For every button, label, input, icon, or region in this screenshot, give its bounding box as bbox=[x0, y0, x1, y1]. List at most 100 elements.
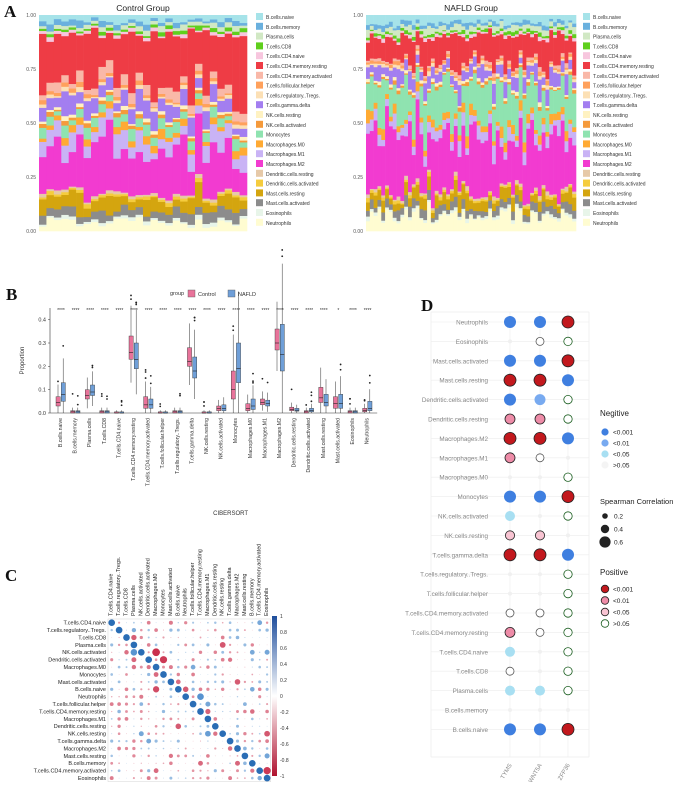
stack-segment-B.cells.naive bbox=[492, 15, 497, 22]
stack-segment-T.cells.CD4.memory.resting bbox=[187, 28, 196, 106]
stack-segment-Dendritic.cells.resting bbox=[549, 194, 554, 198]
stack-segment-T.cells.CD4.naive bbox=[400, 30, 405, 33]
corr-diagonal bbox=[137, 648, 145, 656]
stack-segment-B.cells.memory bbox=[128, 19, 136, 23]
corr-cell bbox=[259, 711, 261, 712]
stack-segment-NK.cells.activated bbox=[83, 123, 92, 128]
stack-segment-Mast.cells.resting bbox=[135, 199, 144, 208]
stack-segment-B.cells.memory bbox=[381, 25, 386, 33]
stack-segment-NK.cells.activated bbox=[415, 64, 420, 67]
panel-c-row-label-Dendritic.cells.resting: Dendritic.cells.resting bbox=[54, 724, 106, 730]
corr-cell bbox=[147, 747, 150, 750]
stack-segment-NK.cells.resting bbox=[457, 105, 462, 108]
stack-segment-T.cells.CD8 bbox=[195, 25, 203, 31]
corr-cell bbox=[109, 776, 114, 781]
stack-segment-T.cells.CD4.memory.activated bbox=[128, 92, 136, 104]
stack-segment-Mast.cells.activated bbox=[526, 216, 531, 223]
stack-segment-T.cells.CD4.memory.resting bbox=[430, 40, 436, 59]
corr-cell bbox=[244, 622, 246, 624]
stack-segment-T.cells.CD4.memory.activated bbox=[143, 84, 151, 96]
corr-cell bbox=[163, 755, 164, 757]
outlier-point-Mast.cells.activated bbox=[339, 363, 342, 366]
stack-segment-Macrophages.M2 bbox=[165, 157, 174, 201]
stack-segment-T.cells.follicular.helper bbox=[98, 78, 107, 83]
stack-segment-Mast.cells.resting bbox=[128, 201, 136, 211]
stack-segment-Mast.cells.activated bbox=[511, 211, 516, 221]
stack-segment-T.cells.CD4.memory.activated bbox=[404, 53, 409, 56]
legend-swatch-Monocytes bbox=[583, 130, 590, 138]
stack-segment-T.cells.CD8 bbox=[465, 34, 470, 39]
box-nafld-Neutrophils bbox=[367, 401, 373, 411]
corr-cell bbox=[170, 740, 172, 742]
corr-cell bbox=[147, 688, 150, 691]
stack-segment-T.cells.regulatory..Tregs. bbox=[202, 107, 211, 112]
stack-segment-B.cells.memory bbox=[83, 22, 92, 25]
stack-segment-T.cells.CD4.memory.resting bbox=[120, 33, 129, 75]
panel-c-letter: C bbox=[5, 566, 18, 585]
stack-segment-T.cells.CD8 bbox=[499, 28, 504, 31]
stack-segment-B.cells.memory bbox=[427, 22, 432, 26]
stack-segment-Mast.cells.resting bbox=[518, 189, 523, 202]
stack-segment-T.cells.CD4.naive bbox=[120, 31, 129, 35]
stack-segment-T.cells.gamma.delta bbox=[530, 65, 535, 72]
stack-segment-T.cells.CD4.memory.resting bbox=[172, 36, 181, 92]
stack-segment-Mast.cells.resting bbox=[572, 197, 577, 211]
stack-segment-T.cells.CD4.memory.resting bbox=[446, 37, 451, 51]
stack-segment-Macrophages.M0 bbox=[366, 109, 371, 124]
stack-segment-T.cells.CD8 bbox=[507, 30, 512, 35]
stack-segment-Dendritic.cells.resting bbox=[239, 195, 248, 198]
stack-segment-T.cells.CD8 bbox=[76, 31, 84, 34]
stack-segment-Neutrophils bbox=[385, 208, 390, 232]
stack-segment-B.cells.memory bbox=[135, 21, 144, 27]
stack-segment-NK.cells.resting bbox=[522, 93, 527, 96]
corr-cell bbox=[124, 717, 129, 721]
stack-segment-T.cells.gamma.delta bbox=[157, 98, 166, 112]
panel-d-dot-B.cells.naive bbox=[534, 723, 546, 736]
corr-cell bbox=[243, 769, 247, 772]
stack-segment-Dendritic.cells.resting bbox=[53, 190, 62, 195]
panel-b-y-tick: 0.2 bbox=[38, 364, 46, 370]
stack-segment-Monocytes bbox=[530, 74, 535, 108]
stack-segment-Macrophages.M2 bbox=[423, 166, 428, 194]
corr-cell bbox=[124, 746, 129, 751]
stack-segment-NK.cells.resting bbox=[143, 118, 151, 123]
corr-cell bbox=[198, 687, 203, 692]
stack-segment-Plasma.cells bbox=[76, 27, 84, 32]
stack-segment-T.cells.CD8 bbox=[423, 36, 428, 39]
stack-segment-T.cells.CD4.memory.activated bbox=[91, 88, 99, 96]
corr-cell bbox=[185, 651, 187, 653]
stack-segment-Macrophages.M2 bbox=[453, 125, 458, 172]
stack-segment-NK.cells.resting bbox=[568, 68, 573, 72]
stack-segment-T.cells.CD4.naive bbox=[76, 33, 84, 36]
stack-segment-T.cells.CD8 bbox=[61, 29, 70, 33]
stack-segment-T.cells.CD4.naive bbox=[135, 33, 144, 36]
stack-segment-Macrophages.M0 bbox=[91, 126, 99, 133]
corr-cell bbox=[200, 718, 201, 720]
stack-segment-T.cells.CD8 bbox=[83, 28, 92, 31]
stack-segment-Dendritic.cells.resting bbox=[507, 181, 512, 184]
stack-segment-T.cells.CD8 bbox=[446, 32, 451, 36]
corr-cell bbox=[111, 651, 113, 653]
panel-d-dot-B.cells.naive bbox=[504, 723, 516, 736]
stack-segment-NK.cells.activated bbox=[209, 104, 218, 107]
stack-segment-Macrophages.M0 bbox=[442, 112, 447, 121]
stack-segment-B.cells.memory bbox=[377, 24, 382, 29]
stack-segment-B.cells.memory bbox=[492, 20, 497, 27]
panel-b-y-label: Proportion bbox=[20, 347, 26, 375]
corr-cell bbox=[191, 776, 195, 780]
corr-cell bbox=[265, 673, 269, 676]
stack-segment-Eosinophils bbox=[545, 210, 550, 215]
stack-segment-T.cells.CD4.memory.activated bbox=[369, 58, 374, 61]
corr-cell bbox=[139, 769, 143, 773]
stack-segment-Macrophages.M0 bbox=[507, 119, 512, 128]
panel-b-significance-NK.cells.activated: **** bbox=[218, 308, 226, 314]
stack-segment-Eosinophils bbox=[369, 208, 374, 212]
corr-cell bbox=[235, 732, 240, 736]
stack-segment-Dendritic.cells.resting bbox=[503, 184, 508, 187]
stack-segment-T.cells.follicular.helper bbox=[385, 63, 390, 66]
corr-cell bbox=[147, 718, 150, 720]
stack-segment-Macrophages.M0 bbox=[530, 107, 535, 114]
stack-segment-NK.cells.activated bbox=[217, 114, 226, 119]
panel-d-dot-empty bbox=[566, 708, 570, 712]
stack-segment-NK.cells.resting bbox=[488, 76, 493, 78]
